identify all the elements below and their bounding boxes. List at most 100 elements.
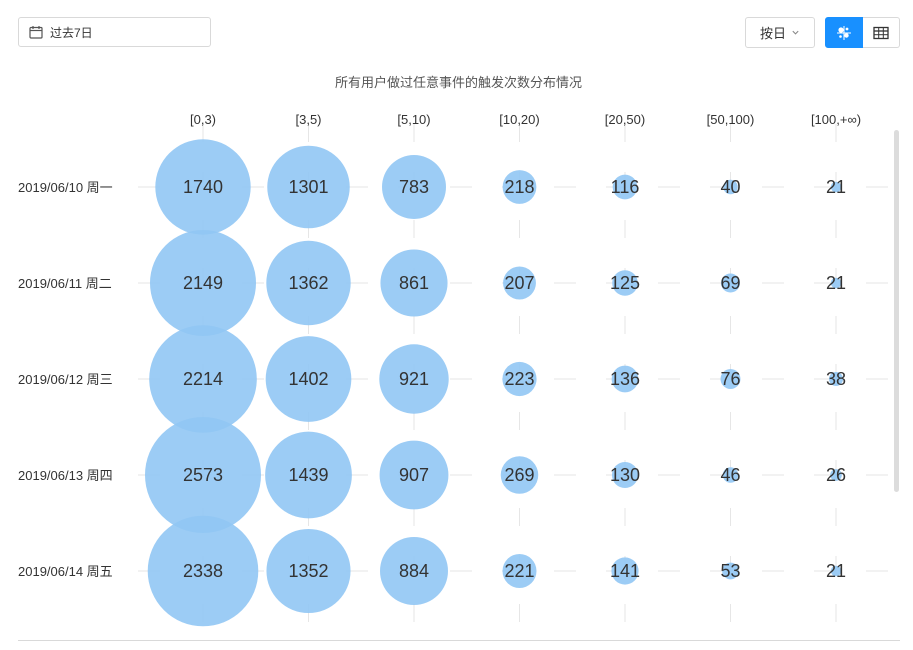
bubble-value-label: 1402 [288,369,328,389]
bubble [502,361,537,397]
bubble-value-label: 1740 [183,177,223,197]
bubble [720,369,741,389]
bubble-value-label: 921 [399,369,429,389]
bubble [380,537,448,605]
bubble-value-label: 21 [826,273,846,293]
column-header: [0,3) [190,112,216,127]
bubble-value-label: 2214 [183,369,223,389]
column-header: [20,50) [605,112,645,127]
bubble-chart-svg: [0,3) [3,5) [5,10) [10,20) [20,50) [50,100) [1… [18,112,900,645]
column-header: [3,5) [295,112,321,127]
bubble [265,336,352,422]
bubble-chart: [0,3) [3,5) [5,10) [10,20) [20,50) [50,100) [1… [0,100,913,645]
bubble-value-label: 207 [504,273,534,293]
bubble-value-label: 53 [720,561,740,581]
bubble [145,417,261,533]
bubble-value-label: 26 [826,465,846,485]
bubble [502,554,537,588]
chevron-down-icon [792,30,799,35]
bubble [503,266,536,300]
bubble-value-label: 141 [610,561,640,581]
bubble-value-label: 884 [399,561,429,581]
bubble [721,273,740,293]
bubble-value-label: 1439 [288,465,328,485]
bubble-value-label: 130 [610,465,640,485]
bubble-value-label: 125 [610,273,640,293]
column-header: [100,+∞) [811,112,861,127]
granularity-select[interactable]: 按日 [745,17,815,48]
bubble [149,325,257,433]
bubble [379,344,449,414]
bubble-value-label: 1352 [288,561,328,581]
bubble [612,270,638,296]
table-view-button[interactable] [862,17,900,48]
view-toggle [825,17,900,48]
bubble-value-label: 21 [826,177,846,197]
bubble-value-label: 783 [399,177,429,197]
bubble-value-label: 221 [504,561,534,581]
row-label: 2019/06/12 周三 [18,372,113,387]
bubble [722,562,739,580]
granularity-label: 按日 [759,26,786,41]
bubble-value-label: 38 [826,369,846,389]
bubble-view-button[interactable] [825,17,863,48]
bubble [830,277,842,289]
bubble [611,461,639,489]
bubbles [145,139,844,627]
bubble-value-label: 269 [504,465,534,485]
bubble [149,229,257,337]
bubble [723,179,738,195]
bubble-value-label: 1362 [288,273,328,293]
bubble-value-label: 69 [720,273,740,293]
bubble [380,249,448,317]
calendar-icon [29,26,43,39]
bubble [382,155,446,219]
bubble [266,528,351,614]
bubble [502,170,537,204]
bubble-value-label: 223 [504,369,534,389]
bubble-labels: 1740 1301 783 218 116 40 21 2149 1362 861 207 125 69… [183,177,846,581]
bubble-value-label: 136 [610,369,640,389]
table-icon [873,26,889,39]
row-label: 2019/06/13 周四 [18,468,113,483]
column-header: [5,10) [397,112,430,127]
chart-title: 所有用户做过任意事件的触发次数分布情况 [334,75,582,90]
bubble [611,365,639,393]
bubble-value-label: 2338 [183,561,223,581]
bubble-value-label: 218 [504,177,534,197]
bubble [266,240,351,326]
bubble-value-label: 40 [720,177,740,197]
date-range-label: 过去7日 [50,25,93,40]
bubble [379,440,449,510]
bubble-value-label: 116 [611,177,640,197]
bubble-value-label: 1301 [288,177,328,197]
bubble [147,515,259,627]
bubble-value-label: 2573 [183,465,223,485]
column-header: [10,20) [499,112,539,127]
bubble-chart-icon [836,25,851,40]
bubble [500,456,539,494]
column-header: [50,100) [707,112,755,127]
bubble-value-label: 861 [399,273,429,293]
chart-bottom-divider [18,640,900,641]
bubble [267,145,350,229]
date-range-picker[interactable]: 过去7日 [18,17,211,47]
chart-scrollbar[interactable] [894,130,899,492]
bubble [830,181,842,193]
bubble-value-label: 2149 [183,273,223,293]
bubble [611,557,639,585]
bubble [265,431,352,519]
bubble [722,467,739,483]
bubble-value-label: 907 [399,465,429,485]
bubble-value-label: 21 [826,561,846,581]
bubble [830,469,842,481]
bubble [155,139,251,235]
bubble [612,174,638,200]
row-label: 2019/06/11 周二 [18,276,112,291]
bubble-value-label: 76 [720,369,740,389]
bubble [830,565,842,577]
bubble-value-label: 46 [720,465,740,485]
bubble [828,371,844,387]
row-label: 2019/06/10 周一 [18,180,113,195]
row-label: 2019/06/14 周五 [18,564,113,579]
